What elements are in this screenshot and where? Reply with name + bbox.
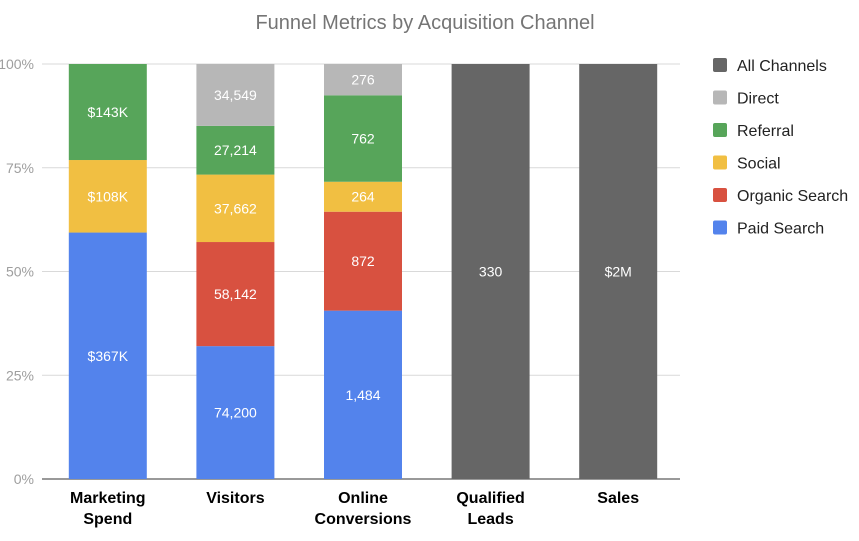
bar-segment[interactable] (68, 232, 147, 479)
data-label: 330 (479, 264, 503, 280)
x-tick-label: Sales (597, 490, 639, 507)
bar-segment[interactable] (196, 346, 275, 479)
bar-segment[interactable] (579, 64, 658, 479)
data-label: 37,662 (214, 200, 257, 216)
legend-swatch (713, 155, 727, 170)
y-tick-label: 100% (0, 56, 34, 72)
legend-label: Organic Search (737, 188, 848, 205)
bar-segment[interactable] (196, 64, 275, 126)
legend-swatch (713, 188, 727, 202)
data-label: $367K (88, 348, 129, 364)
bar-segment[interactable] (451, 64, 530, 479)
bar-segment[interactable] (324, 181, 402, 212)
y-tick-label: 75% (6, 160, 34, 176)
legend-item[interactable]: Paid Search (713, 220, 824, 238)
data-label: 276 (351, 72, 375, 88)
x-tick-label: Spend (83, 511, 132, 528)
data-label: 264 (351, 189, 375, 205)
data-label: 1,484 (345, 387, 380, 403)
data-label: 58,142 (214, 286, 257, 302)
legend-item[interactable]: All Channels (713, 58, 827, 75)
bar-segment[interactable] (196, 242, 275, 347)
x-tick-label: Qualified (456, 490, 524, 507)
data-label: $2M (605, 264, 632, 280)
legend-swatch (713, 90, 727, 105)
bar-segment[interactable] (324, 95, 402, 182)
legend-swatch (713, 58, 727, 72)
legend-item[interactable]: Social (713, 155, 781, 173)
x-tick-label: Leads (467, 511, 513, 528)
x-tick-label: Visitors (206, 490, 265, 507)
y-tick-label: 25% (6, 367, 34, 383)
x-tick-label: Online (338, 490, 388, 507)
legend-label: Social (737, 156, 781, 173)
bar-segment[interactable] (324, 211, 402, 311)
chart-title: Funnel Metrics by Acquisition Channel (255, 12, 594, 34)
y-tick-label: 0% (14, 471, 34, 487)
bar-segment[interactable] (68, 64, 147, 161)
data-label: 34,549 (214, 87, 257, 103)
legend-item[interactable]: Organic Search (713, 188, 848, 205)
data-label: 74,200 (214, 405, 257, 421)
y-tick-label: 50% (6, 264, 34, 280)
x-tick-label: Conversions (315, 511, 412, 528)
legend-swatch (713, 123, 727, 137)
legend-label: Paid Search (737, 221, 824, 238)
data-label: 762 (351, 131, 375, 147)
legend-item[interactable]: Direct (713, 90, 779, 108)
bar-segment[interactable] (324, 64, 402, 96)
bar-segment[interactable] (196, 174, 275, 243)
data-label: 872 (351, 253, 375, 269)
bar-segment[interactable] (324, 310, 402, 479)
bar-segment[interactable] (196, 125, 275, 175)
data-label: $143K (88, 104, 129, 120)
legend-label: All Channels (737, 58, 827, 75)
bar-segment[interactable] (68, 160, 147, 233)
legend-label: Direct (737, 91, 779, 108)
x-tick-label: Marketing (70, 490, 146, 507)
data-label: 27,214 (214, 142, 257, 158)
data-label: $108K (88, 188, 129, 204)
legend-label: Referral (737, 123, 794, 140)
legend-item[interactable]: Referral (713, 123, 794, 140)
legend-swatch (713, 220, 727, 235)
